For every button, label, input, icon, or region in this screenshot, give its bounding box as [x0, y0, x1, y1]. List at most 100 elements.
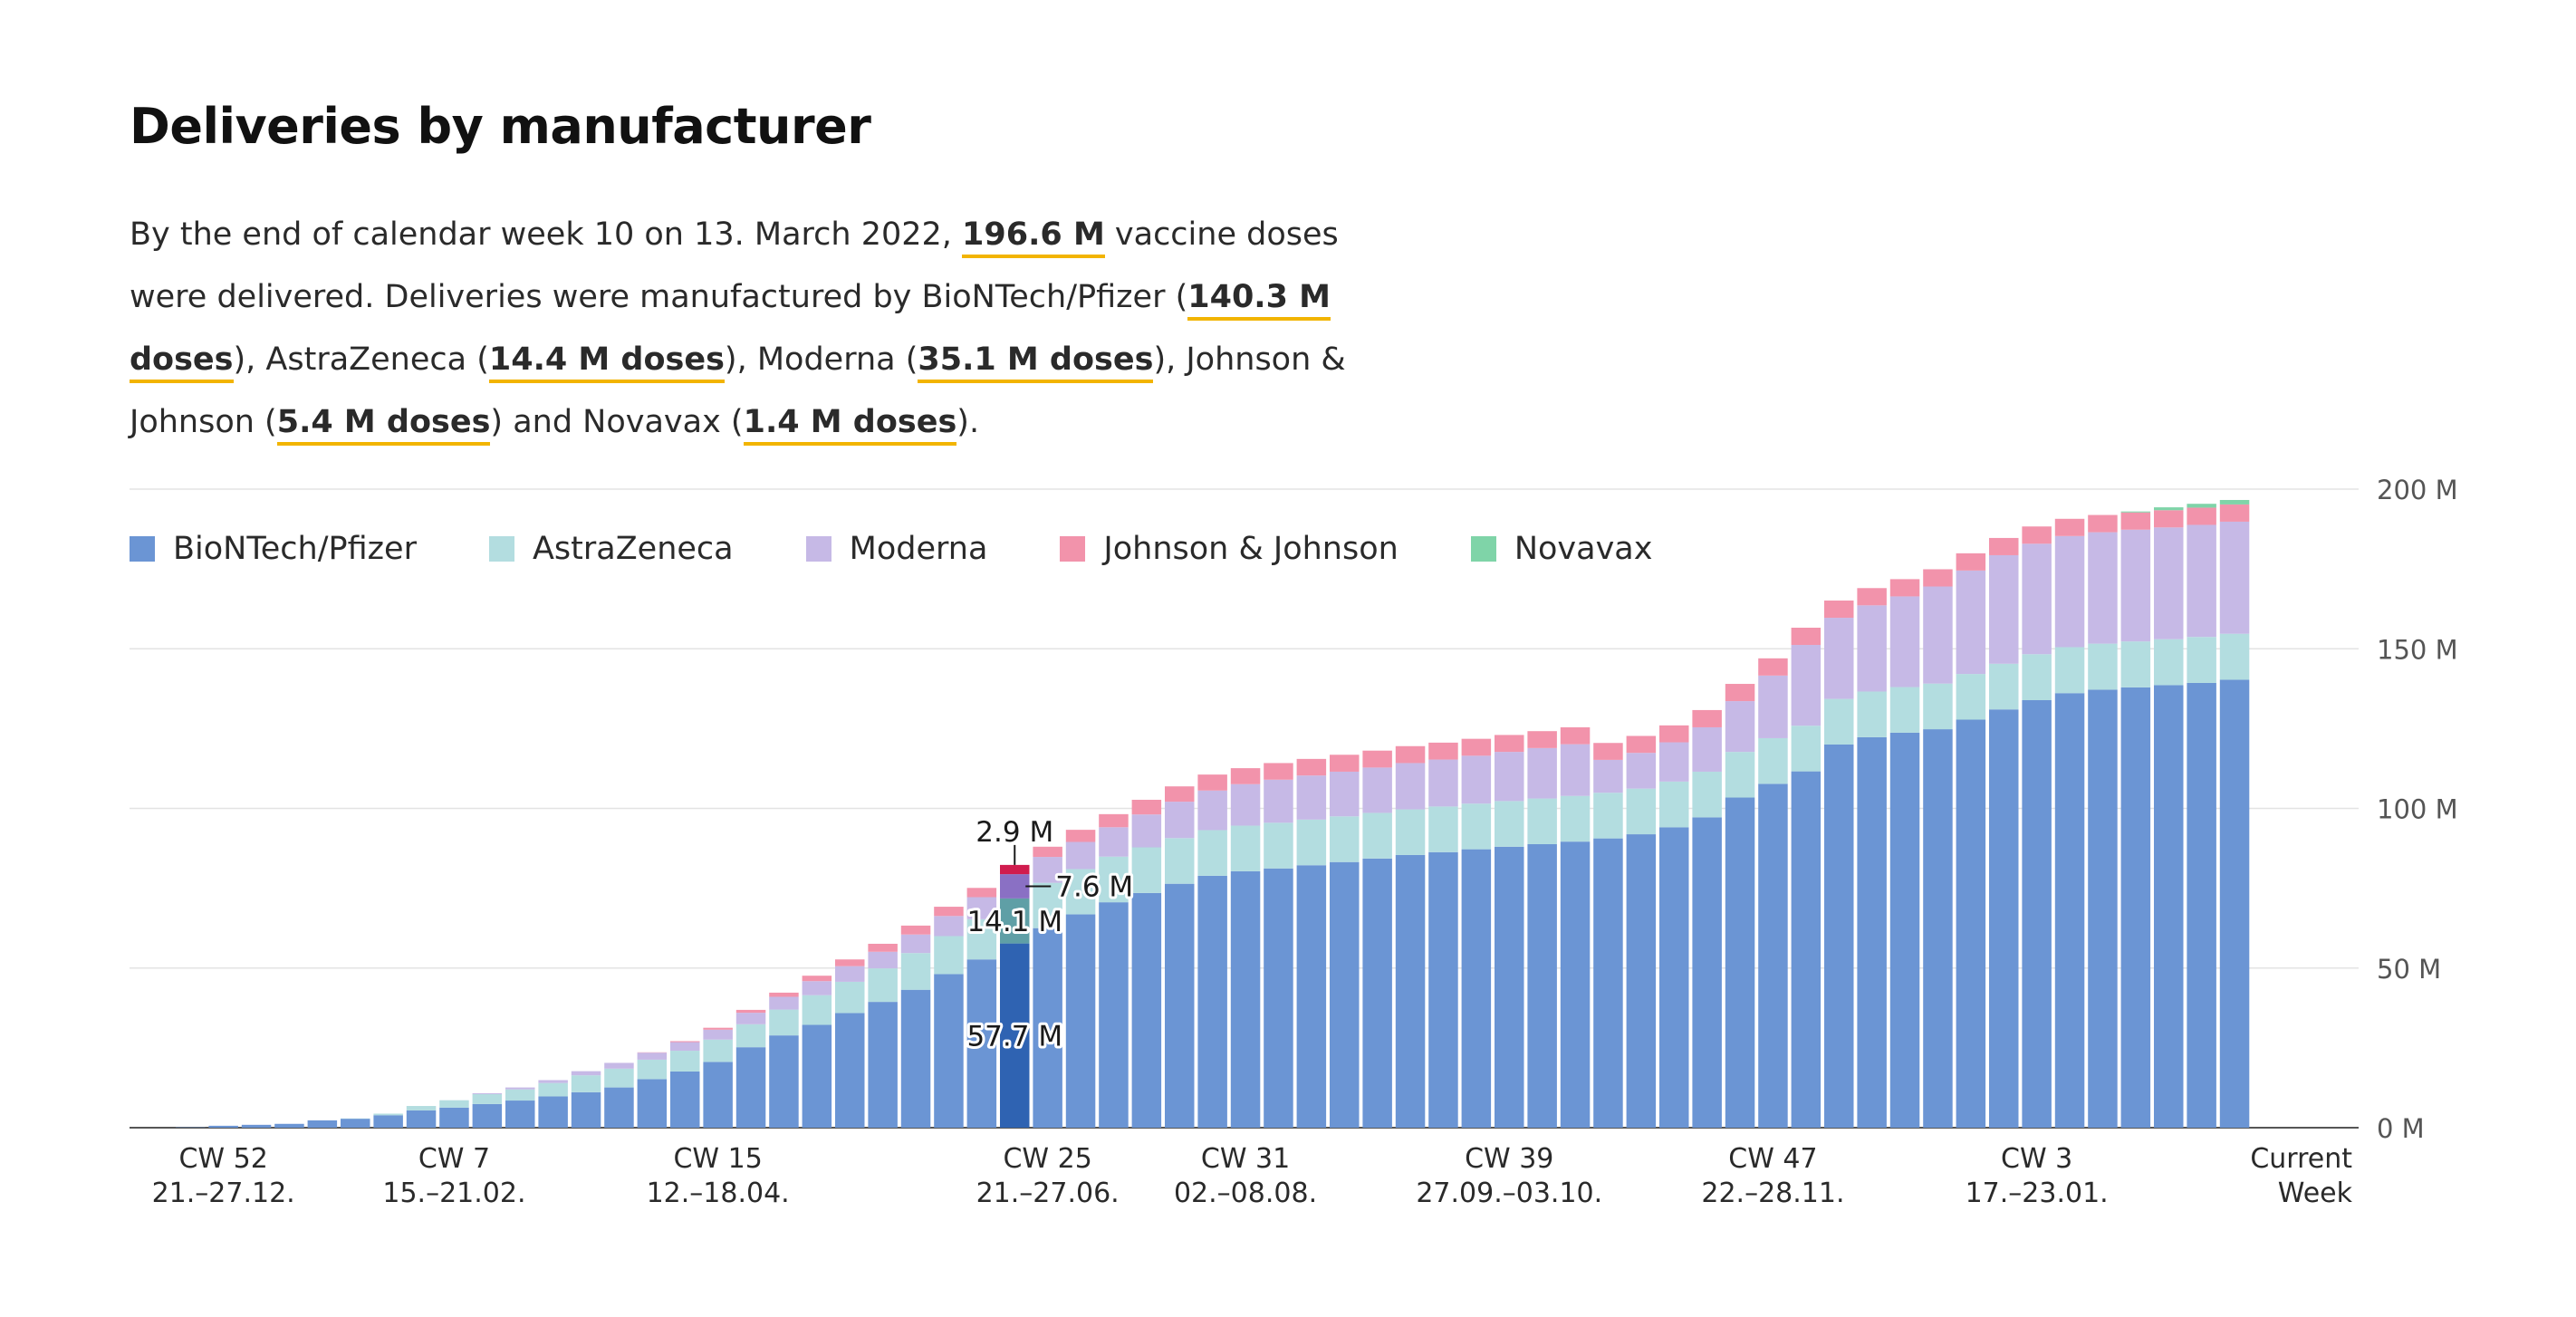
bar-segment — [1165, 802, 1195, 839]
legend-item: Johnson & Johnson — [1060, 531, 1399, 567]
bar-segment — [1824, 698, 1854, 745]
bar-segment — [538, 1096, 568, 1128]
legend-item: BioNTech/Pfizer — [130, 531, 417, 567]
bar-segment — [1296, 865, 1327, 1128]
bar-segment — [1857, 736, 1887, 1128]
bar-segment — [966, 918, 997, 960]
bar-segment — [373, 1113, 403, 1116]
bar-segment — [1362, 812, 1392, 859]
bar-segment — [2088, 689, 2118, 1128]
bar-segment — [934, 974, 964, 1128]
bar-segment — [1362, 750, 1392, 768]
bar-segment — [835, 981, 865, 1014]
bar-segment — [2054, 693, 2085, 1128]
novavax-doses-value: 1.4 M doses — [743, 404, 957, 446]
y-tick-label: 150 M — [2377, 634, 2458, 665]
bar-segment — [1989, 663, 2019, 710]
bar-segment — [1626, 735, 1657, 754]
bar-segment — [1395, 809, 1426, 855]
bar-segment — [1560, 795, 1591, 842]
bar-segment — [341, 1119, 370, 1128]
bar-segment — [1197, 774, 1227, 791]
data-label: 14.1 M — [966, 906, 1062, 938]
bar-segment — [1428, 806, 1458, 852]
bar-segment — [1626, 834, 1657, 1128]
bar-segment — [2120, 511, 2151, 513]
bar-segment — [1230, 783, 1261, 826]
bar-segment — [1000, 874, 1030, 899]
bar-segment — [439, 1100, 469, 1108]
summary-part: ), Moderna ( — [724, 341, 918, 378]
bar-segment — [1857, 605, 1887, 692]
bar-segment — [2022, 654, 2052, 701]
bar-segment — [1527, 798, 1557, 844]
bar-segment — [1065, 830, 1096, 842]
chart-legend: BioNTech/Pfizer AstraZeneca Moderna Johnson… — [130, 531, 1725, 567]
bar-segment — [802, 995, 832, 1025]
legend-swatch — [488, 536, 514, 562]
bar-segment — [2219, 679, 2250, 1128]
bar-segment — [1330, 755, 1360, 772]
bar-segment — [1495, 801, 1524, 847]
jnj-doses-value: 5.4 M doses — [276, 404, 491, 446]
bar-segment — [1296, 775, 1327, 820]
bar-segment — [670, 1051, 700, 1072]
bar-segment — [1791, 771, 1821, 1128]
bar-segment — [2054, 647, 2085, 694]
bar-segment — [966, 959, 997, 1128]
x-tick-label: 21.–27.06. — [976, 1178, 1120, 1209]
bar-segment — [1264, 779, 1293, 823]
bar-segment — [1659, 742, 1689, 782]
legend-label: BioNTech/Pfizer — [173, 531, 417, 567]
bar-segment — [439, 1107, 469, 1128]
bar-segment — [2219, 521, 2250, 634]
bar-segment — [604, 1062, 634, 1069]
bar-segment — [1956, 674, 1986, 720]
x-tick-label: CW 47 — [1728, 1143, 1817, 1175]
bar-segment — [2154, 510, 2184, 528]
x-tick-label: Week — [2278, 1178, 2353, 1209]
bar-segment — [1560, 726, 1591, 745]
bar-segment — [934, 916, 964, 937]
bar-segment — [2054, 518, 2085, 536]
bar-segment — [1230, 870, 1261, 1128]
x-tick-label: CW 39 — [1465, 1143, 1553, 1175]
bar-segment — [472, 1093, 503, 1104]
bar-segment — [835, 966, 865, 982]
bar-segment — [2219, 504, 2250, 522]
bar-segment — [2022, 700, 2052, 1128]
total-doses-value: 196.6 M — [962, 216, 1105, 258]
bar-segment — [1692, 771, 1722, 818]
bar-segment — [1461, 755, 1492, 804]
x-tick-label: 12.–18.04. — [647, 1178, 790, 1209]
bar-segment — [1230, 825, 1261, 871]
bar-segment — [1099, 813, 1129, 828]
bar-segment — [571, 1091, 601, 1128]
bar-segment — [703, 1029, 733, 1040]
x-tick-label: CW 25 — [1003, 1143, 1091, 1175]
bar-segment — [1395, 745, 1426, 764]
bar-segment — [735, 1009, 766, 1014]
bar-segment — [1758, 675, 1788, 738]
bar-segment — [1923, 729, 1953, 1128]
x-tick-label: CW 15 — [673, 1143, 762, 1175]
bar-segment — [735, 1047, 766, 1128]
bar-segment — [1889, 579, 1920, 597]
bar-segment — [2120, 687, 2151, 1128]
biontech-doses-value: 140.3 M doses — [130, 279, 1331, 383]
chart-title: Deliveries by manufacturer — [130, 98, 871, 155]
bar-segment — [1758, 658, 1788, 676]
bar-segment — [1857, 588, 1887, 606]
bar-segment — [2187, 524, 2216, 638]
bar-segment — [1197, 875, 1227, 1128]
legend-item: Moderna — [805, 531, 987, 567]
bar-segment — [1659, 827, 1689, 1128]
bar-segment — [1461, 849, 1492, 1128]
bar-segment — [703, 1062, 733, 1128]
bar-segment — [1725, 701, 1755, 753]
summary-part: By the end of calendar week 10 on 13. Ma… — [130, 216, 963, 253]
bar-segment — [1165, 883, 1195, 1128]
bar-segment — [1560, 841, 1591, 1128]
bar-segment — [1197, 830, 1227, 876]
bar-segment — [1099, 856, 1129, 903]
